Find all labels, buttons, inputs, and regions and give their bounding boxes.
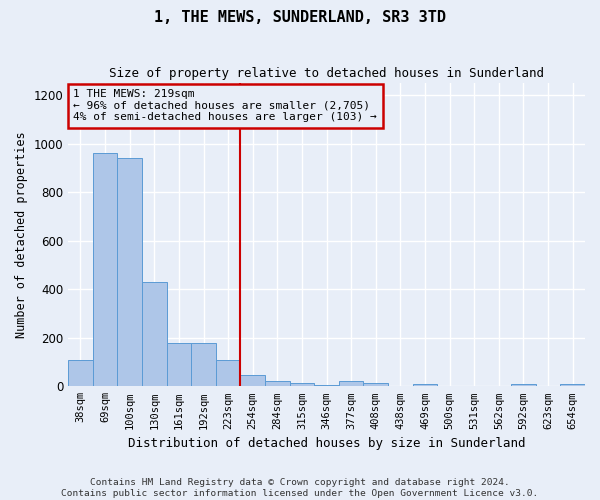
Bar — [68, 360, 93, 386]
Title: Size of property relative to detached houses in Sunderland: Size of property relative to detached ho… — [109, 68, 544, 80]
Bar — [314, 385, 339, 386]
Bar — [413, 384, 437, 386]
Bar — [339, 382, 364, 386]
Bar — [216, 360, 241, 386]
Bar — [241, 376, 265, 386]
Bar — [142, 282, 167, 387]
Bar — [191, 342, 216, 386]
Bar — [511, 384, 536, 386]
Bar — [93, 154, 118, 386]
Text: Contains HM Land Registry data © Crown copyright and database right 2024.
Contai: Contains HM Land Registry data © Crown c… — [61, 478, 539, 498]
Text: 1 THE MEWS: 219sqm
← 96% of detached houses are smaller (2,705)
4% of semi-detac: 1 THE MEWS: 219sqm ← 96% of detached hou… — [73, 89, 377, 122]
Y-axis label: Number of detached properties: Number of detached properties — [15, 132, 28, 338]
Text: 1, THE MEWS, SUNDERLAND, SR3 3TD: 1, THE MEWS, SUNDERLAND, SR3 3TD — [154, 10, 446, 25]
Bar — [167, 342, 191, 386]
Bar — [118, 158, 142, 386]
Bar — [364, 382, 388, 386]
X-axis label: Distribution of detached houses by size in Sunderland: Distribution of detached houses by size … — [128, 437, 526, 450]
Bar — [560, 384, 585, 386]
Bar — [290, 382, 314, 386]
Bar — [265, 382, 290, 386]
